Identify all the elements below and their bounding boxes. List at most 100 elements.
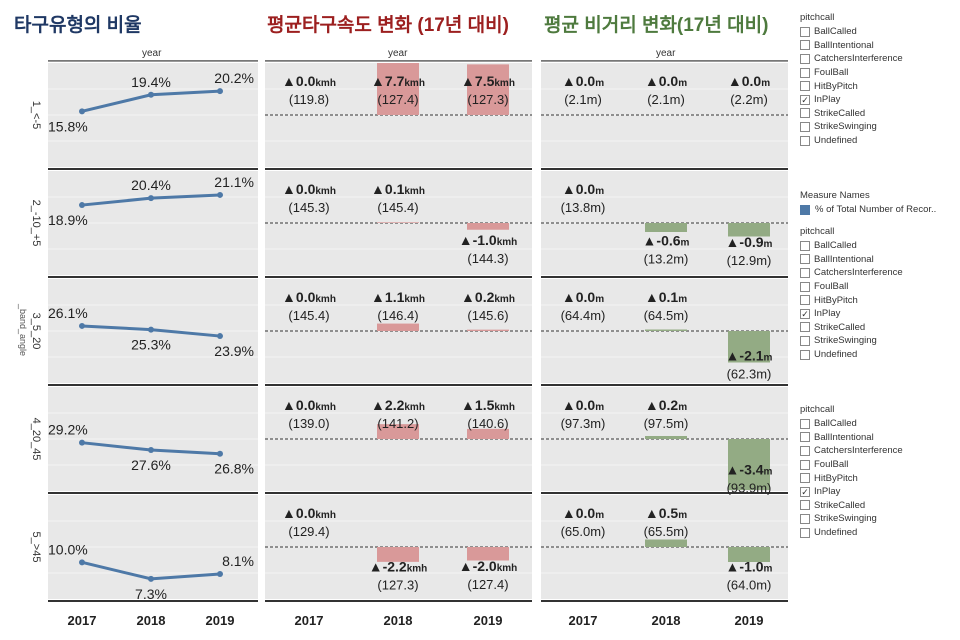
legend-item-catchersinterference[interactable]: CatchersInterference — [800, 444, 903, 458]
legend-pitchcall-2: pitchcall BallCalled BallIntentional Catche… — [800, 226, 903, 361]
legend-item-hitbypitch[interactable]: HitByPitch — [800, 471, 903, 485]
legend-item-hitbypitch[interactable]: HitByPitch — [800, 79, 903, 93]
legend-checkbox[interactable] — [800, 240, 810, 251]
legend-checkbox[interactable] — [800, 418, 810, 429]
legend-item-strikeswinging[interactable]: StrikeSwinging — [800, 512, 903, 526]
change-label: ▲0.5m — [645, 505, 687, 521]
x-tick-label: 2017 — [569, 613, 598, 628]
legend-checkbox[interactable] — [800, 500, 810, 511]
legend-item-label: HitByPitch — [814, 472, 858, 484]
change-label: ▲-0.6m — [643, 233, 690, 249]
legend-checkbox[interactable] — [800, 295, 810, 306]
legend-checkbox[interactable] — [800, 81, 810, 92]
band-label: 2_-10_+5 — [30, 200, 42, 247]
legend-checkbox[interactable] — [800, 445, 810, 456]
legend-checkbox[interactable] — [800, 254, 810, 265]
legend-checkbox[interactable] — [800, 121, 810, 132]
delta-bar — [467, 223, 509, 230]
delta-bar — [728, 331, 770, 363]
legend-checkbox[interactable] — [800, 513, 810, 524]
change-label: ▲1.1kmh — [371, 289, 425, 305]
legend-item-inplay[interactable]: ✓ InPlay — [800, 93, 903, 107]
legend-checkbox[interactable] — [800, 335, 810, 346]
legend-item-label: HitByPitch — [814, 294, 858, 306]
legend-item-undefined[interactable]: Undefined — [800, 134, 903, 148]
legend-checkbox[interactable] — [800, 67, 810, 78]
legend-item-ballcalled[interactable]: BallCalled — [800, 239, 903, 253]
legend-item-ballintentional[interactable]: BallIntentional — [800, 39, 903, 53]
legend-checkbox[interactable] — [800, 53, 810, 64]
data-label: 27.6% — [131, 457, 171, 473]
legend-item-inplay[interactable]: ✓ InPlay — [800, 485, 903, 499]
legend-item-label: StrikeCalled — [814, 499, 866, 511]
legend-item-foulball[interactable]: FoulBall — [800, 66, 903, 80]
distance-chart-title: 평균 비거리 변화(17년 대비) — [544, 15, 769, 36]
legend-item-hitbypitch[interactable]: HitByPitch — [800, 293, 903, 307]
legend-item-catchersinterference[interactable]: CatchersInterference — [800, 266, 903, 280]
average-label: (12.9m) — [727, 253, 772, 268]
legend-item-strikeswinging[interactable]: StrikeSwinging — [800, 120, 903, 134]
measure-swatch — [800, 204, 810, 215]
average-label: (13.8m) — [561, 200, 606, 215]
legend-checkbox[interactable] — [800, 459, 810, 470]
legend-checkbox[interactable] — [800, 349, 810, 360]
legend-item-label: FoulBall — [814, 281, 849, 293]
data-point — [79, 439, 85, 446]
data-label: 15.8% — [48, 118, 88, 134]
data-point — [217, 88, 223, 95]
share-chart-title: 타구유형의 비율 — [14, 15, 142, 36]
x-tick-label: 2019 — [474, 613, 503, 628]
legend-checkbox[interactable] — [800, 527, 810, 538]
measure-names-item[interactable]: % of Total Number of Recor.. — [800, 203, 960, 217]
legend-checkbox[interactable]: ✓ — [800, 486, 810, 497]
legend-item-ballcalled[interactable]: BallCalled — [800, 417, 903, 431]
legend-checkbox[interactable] — [800, 432, 810, 443]
legend-checkbox[interactable]: ✓ — [800, 308, 810, 319]
legend-checkbox[interactable] — [800, 26, 810, 37]
legend-checkbox[interactable] — [800, 108, 810, 119]
data-point — [148, 195, 154, 202]
legend-title: pitchcall — [800, 404, 835, 415]
legend-item-ballintentional[interactable]: BallIntentional — [800, 431, 903, 445]
legend-item-foulball[interactable]: FoulBall — [800, 280, 903, 294]
legend-checkbox[interactable] — [800, 473, 810, 484]
band-label: 1_<-5 — [30, 101, 42, 129]
data-label: 21.1% — [214, 174, 254, 190]
legend-item-strikecalled[interactable]: StrikeCalled — [800, 499, 903, 513]
delta-bar — [645, 539, 687, 547]
legend-measure-names: Measure Names % of Total Number of Recor… — [800, 190, 960, 217]
legend-item-strikeswinging[interactable]: StrikeSwinging — [800, 334, 903, 348]
average-label: (2.1m) — [564, 92, 602, 107]
speed-chart-title: 평균타구속도 변화 (17년 대비) — [267, 15, 509, 36]
legend-checkbox[interactable] — [800, 135, 810, 146]
legend-checkbox[interactable]: ✓ — [800, 94, 810, 105]
legend-pitchcall-3: pitchcall BallCalled BallIntentional Catche… — [800, 404, 903, 539]
legend-item-ballintentional[interactable]: BallIntentional — [800, 253, 903, 267]
legend-checkbox[interactable] — [800, 267, 810, 278]
change-label: ▲0.0m — [562, 181, 604, 197]
average-label: (65.0m) — [561, 524, 606, 539]
legend-item-undefined[interactable]: Undefined — [800, 348, 903, 362]
legend-item-ballcalled[interactable]: BallCalled — [800, 25, 903, 39]
average-label: (2.1m) — [647, 92, 685, 107]
legend-item-strikecalled[interactable]: StrikeCalled — [800, 107, 903, 121]
change-label: ▲-2.0kmh — [459, 558, 518, 574]
legend-checkbox[interactable] — [800, 281, 810, 292]
average-label: (64.0m) — [727, 578, 772, 593]
change-label: ▲7.7kmh — [371, 73, 425, 89]
average-label: (127.3) — [377, 577, 418, 592]
legend-pitchcall-1: pitchcall BallCalled BallIntentional Catche… — [800, 12, 903, 147]
average-label: (13.2m) — [644, 252, 689, 267]
legend-item-inplay[interactable]: ✓ InPlay — [800, 307, 903, 321]
legend-item-undefined[interactable]: Undefined — [800, 526, 903, 540]
data-point — [148, 575, 154, 582]
delta-bar — [728, 439, 770, 490]
legend-checkbox[interactable] — [800, 322, 810, 333]
data-label: 20.2% — [214, 70, 254, 86]
average-label: (140.6) — [467, 416, 508, 431]
measure-names-label: % of Total Number of Recor.. — [815, 204, 937, 216]
legend-checkbox[interactable] — [800, 40, 810, 51]
legend-item-catchersinterference[interactable]: CatchersInterference — [800, 52, 903, 66]
legend-item-strikecalled[interactable]: StrikeCalled — [800, 321, 903, 335]
legend-item-foulball[interactable]: FoulBall — [800, 458, 903, 472]
